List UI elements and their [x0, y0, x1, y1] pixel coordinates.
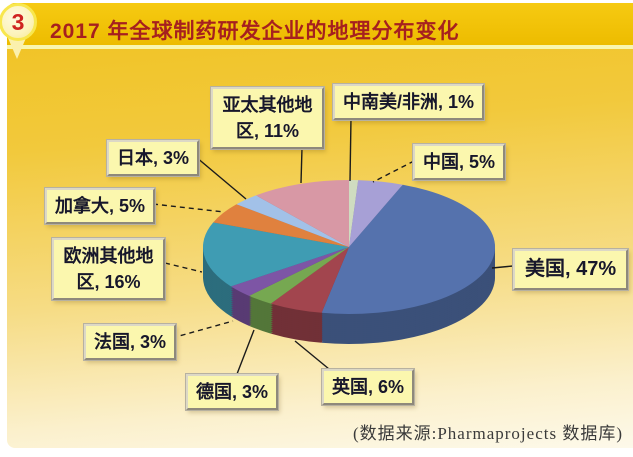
page-title: 2017 年全球制药研发企业的地理分布变化: [50, 20, 460, 43]
leader-line-japan: [195, 156, 247, 200]
leader-line-france: [171, 320, 234, 339]
section-number-pin: 3: [0, 1, 41, 61]
leader-line-central-south-america-africa: [349, 117, 352, 182]
leader-line-other-asia-pacific: [300, 147, 303, 184]
leader-line-other-europe: [164, 262, 203, 273]
callout-label-central-south-america-africa: 中南美/非洲, 1%: [333, 84, 485, 121]
callout-label-usa: 美国, 47%: [513, 249, 629, 290]
pie-slice-japan: [236, 195, 349, 247]
callout-label-other-asia-pacific: 亚太其他地区, 11%: [211, 87, 324, 150]
pie-top-surface: [203, 180, 496, 314]
gold-panel: 2017 年全球制药研发企业的地理分布变化: [7, 3, 633, 448]
leader-line-uk: [294, 340, 330, 370]
data-source-note: (数据来源:Pharmaprojects 数据库): [352, 424, 623, 443]
callout-leader-lines: [152, 117, 514, 375]
callout-label-canada: 加拿大, 5%: [45, 188, 156, 225]
callout-label-uk: 英国, 6%: [322, 369, 415, 406]
leader-line-canada: [152, 203, 225, 213]
pie-slice-china: [349, 180, 403, 247]
pie-slice-other-asia-pacific: [255, 180, 349, 247]
leader-line-usa: [491, 265, 514, 269]
pie-slice-other-europe: [203, 222, 349, 287]
leader-line-germany: [236, 329, 255, 375]
callout-label-other-europe: 欧洲其他地区, 16%: [52, 238, 165, 301]
pie-slice-france: [230, 247, 349, 296]
callout-label-germany: 德国, 3%: [186, 374, 279, 411]
header-divider: [7, 45, 633, 49]
callout-label-china: 中国, 5%: [413, 144, 506, 181]
pie-slice-canada: [213, 204, 349, 247]
callout-label-france: 法国, 3%: [84, 324, 177, 361]
section-number-badge: 3: [0, 3, 37, 41]
pie-slice-germany: [249, 247, 349, 304]
callout-label-japan: 日本, 3%: [107, 140, 200, 177]
pie-slice-central-south-america-africa: [349, 180, 359, 247]
pin-tail: [8, 38, 26, 59]
leader-line-china: [372, 160, 415, 183]
pie-slice-uk: [270, 247, 349, 313]
header-band: [7, 3, 633, 45]
pie-slice-usa: [321, 184, 496, 314]
